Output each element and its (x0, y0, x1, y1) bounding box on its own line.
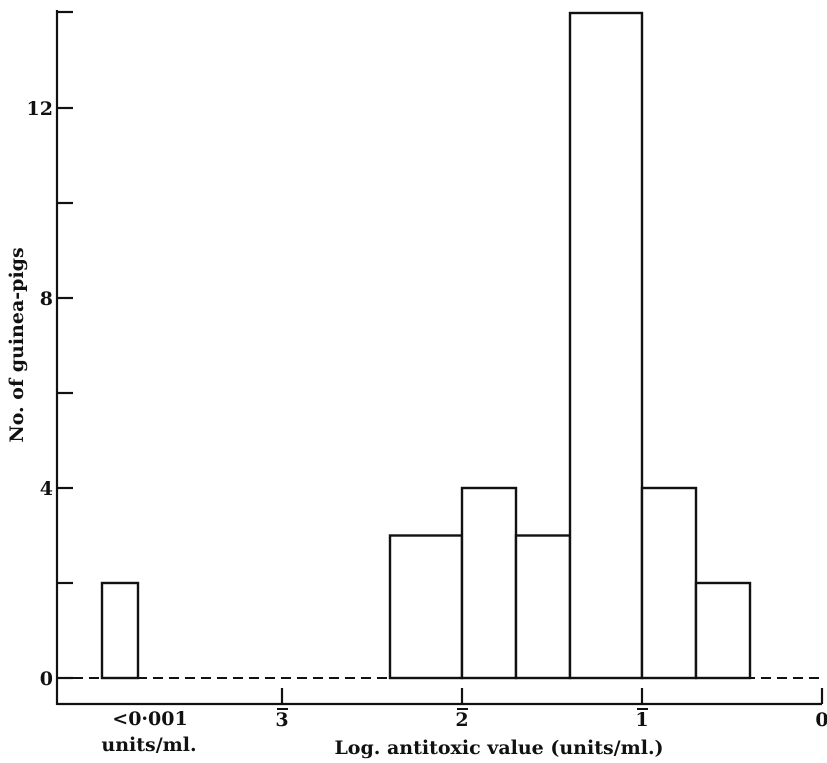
histogram-bar (568, 11, 644, 680)
histogram-bar (388, 534, 464, 680)
x-tick-label: 1 (635, 709, 648, 731)
bars (100, 11, 752, 680)
x-tick-label: 2 (455, 709, 468, 731)
y-tick-label: 0 (40, 668, 53, 690)
y-tick-label: 12 (27, 98, 53, 120)
histogram-bar (640, 486, 698, 680)
y-axis-title: No. of guinea-pigs (6, 247, 28, 442)
histogram-bar (694, 581, 752, 680)
axes (55, 10, 822, 706)
below-detection-label-line1: <0·001 (112, 708, 187, 730)
x-tick-label: 3 (275, 709, 288, 731)
y-tick-label: 4 (40, 478, 53, 500)
histogram-bar (460, 486, 518, 680)
x-ticks: 3 2 1 0 (275, 688, 827, 731)
y-ticks: 0 4 8 12 (27, 10, 73, 690)
y-tick-label: 8 (40, 288, 53, 310)
below-detection-label-line2: units/ml. (101, 734, 196, 756)
histogram-bar (514, 534, 572, 680)
x-tick-label: 0 (815, 709, 827, 731)
x-axis-title: Log. antitoxic value (units/ml.) (334, 737, 663, 759)
histogram-bar (100, 581, 140, 680)
